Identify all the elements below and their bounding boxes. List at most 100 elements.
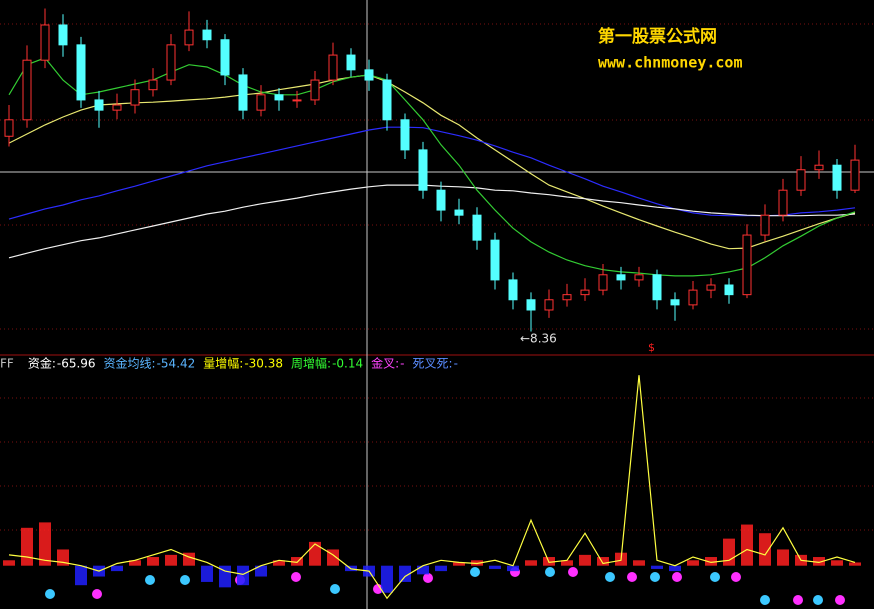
candle-body <box>76 44 86 101</box>
candle-body <box>580 289 590 296</box>
fund-bar <box>813 557 825 566</box>
legend-value: -30.38 <box>244 357 283 371</box>
signal-dot <box>793 595 803 605</box>
candle-body <box>310 79 320 101</box>
legend-label: 周增幅: <box>291 356 331 371</box>
candle-body <box>724 284 734 296</box>
fund-bar <box>111 565 123 572</box>
candle-body <box>526 299 536 311</box>
candle-body <box>508 279 518 301</box>
signal-dot <box>672 572 682 582</box>
candle-body <box>382 79 392 121</box>
candle-body <box>274 94 284 101</box>
candle-body <box>94 99 104 111</box>
candle-body <box>634 274 644 281</box>
legend-label: 金叉: <box>371 356 399 371</box>
fund-bar <box>633 560 645 566</box>
signal-mark: $ <box>648 341 655 354</box>
legend-value: - <box>400 357 404 371</box>
candle-body <box>238 74 248 111</box>
legend-label: 资金: <box>28 356 56 371</box>
fund-bar <box>687 560 699 566</box>
candle-body <box>40 24 50 61</box>
candle-body <box>22 59 32 121</box>
candle-body <box>562 294 572 301</box>
candle-body <box>130 89 140 106</box>
fund-bar <box>39 522 51 566</box>
candle-body <box>616 274 626 281</box>
legend-value: -65.96 <box>57 357 96 371</box>
candle-body <box>850 159 860 191</box>
fund-bar <box>273 560 285 566</box>
candle-body <box>328 54 338 81</box>
fund-bar <box>309 541 321 566</box>
candle-body <box>256 94 266 111</box>
candle-body <box>760 214 770 236</box>
signal-dot <box>330 584 340 594</box>
fund-bar <box>525 560 537 566</box>
candle-body <box>706 284 716 291</box>
candle-body <box>184 29 194 46</box>
grid <box>0 23 874 531</box>
fund-bar <box>741 524 753 566</box>
fund-bar <box>759 533 771 566</box>
fund-bar <box>165 554 177 566</box>
candle-body <box>742 234 752 296</box>
watermark: 第一股票公式网 <box>598 26 717 47</box>
signal-dot <box>835 595 845 605</box>
candle-body <box>418 149 428 191</box>
candle-body <box>220 39 230 76</box>
signal-dot <box>710 572 720 582</box>
signal-dot <box>180 575 190 585</box>
legend-label: 资金均线: <box>104 356 156 371</box>
signal-dot <box>760 595 770 605</box>
candle-body <box>814 164 824 171</box>
fund-bar <box>255 565 267 577</box>
fund-bar <box>129 560 141 566</box>
fund-bar <box>3 560 15 566</box>
candle-body <box>166 44 176 81</box>
fund-bar <box>417 565 429 575</box>
fund-bar <box>237 565 249 586</box>
candle-body <box>832 164 842 191</box>
candle-body <box>778 189 788 216</box>
signal-dot <box>731 572 741 582</box>
fund-bar <box>435 565 447 572</box>
fund-bar <box>21 527 33 566</box>
signal-markers <box>3 8 861 605</box>
candle-body <box>148 79 158 91</box>
signal-dot <box>813 595 823 605</box>
legend-value: -54.42 <box>157 357 196 371</box>
legend-label: 量增幅: <box>203 356 243 371</box>
candle-body <box>472 214 482 241</box>
fund-bar <box>651 565 663 569</box>
candle-body <box>4 119 14 137</box>
signal-dot <box>470 567 480 577</box>
fund-bar <box>381 565 393 593</box>
ma-line <box>8 126 856 220</box>
signal-dot <box>568 567 578 577</box>
candle-body <box>58 24 68 46</box>
signal-dot <box>45 589 55 599</box>
candle-body <box>454 209 464 216</box>
fund-bar <box>201 565 213 582</box>
fund-bar <box>597 557 609 566</box>
signal-dot <box>145 575 155 585</box>
fund-bar <box>849 562 861 566</box>
signal-dot <box>373 584 383 594</box>
signal-dot <box>291 572 301 582</box>
fund-bar <box>669 565 681 572</box>
fund-bar <box>291 557 303 566</box>
legend-label: 死叉死: <box>413 357 453 371</box>
fund-bar <box>561 560 573 566</box>
legend-value: - <box>454 357 458 371</box>
candle-body <box>796 169 806 191</box>
fund-bar <box>453 562 465 566</box>
ma-line <box>8 184 856 259</box>
fund-bar <box>831 560 843 566</box>
candle-body <box>652 274 662 301</box>
fund-bar <box>723 538 735 566</box>
signal-dot <box>92 589 102 599</box>
